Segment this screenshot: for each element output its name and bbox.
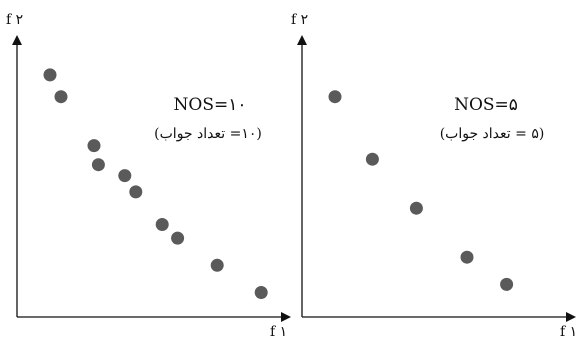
- point-left-7: [155, 218, 169, 231]
- point-left-2: [54, 90, 68, 104]
- x-axis-label-left: f ١: [270, 324, 287, 340]
- y-axis-label-right: f ٢: [291, 12, 308, 28]
- point-left-6: [129, 185, 143, 199]
- point-left-5: [118, 169, 132, 183]
- point-left-1: [43, 68, 57, 82]
- point-right-3: [409, 201, 423, 215]
- solution-count-label-left: (١٠= تعداد جواب): [154, 126, 262, 142]
- points-left: [43, 68, 268, 299]
- chart-left: f ٢ f ١ NOS=١٠ (١٠= تعداد جواب): [6, 12, 291, 340]
- point-left-8: [171, 231, 185, 245]
- point-left-10: [254, 286, 268, 299]
- nos-label-right: NOS=۵: [454, 95, 518, 115]
- solution-count-label-right: (۵ = تعداد جواب): [440, 126, 545, 142]
- point-right-2: [365, 152, 379, 166]
- point-right-4: [460, 250, 474, 264]
- x-axis-label-right: f ١: [560, 324, 577, 340]
- points-right: [328, 90, 514, 291]
- chart-right: f ٢ f ١ NOS=۵ (۵ = تعداد جواب): [291, 12, 577, 340]
- point-right-1: [328, 90, 342, 104]
- nos-label-left: NOS=١٠: [174, 95, 247, 115]
- point-right-5: [500, 277, 514, 291]
- point-left-9: [210, 258, 224, 272]
- point-left-4: [91, 158, 105, 172]
- point-left-3: [87, 139, 101, 153]
- y-axis-label-left: f ٢: [6, 12, 23, 28]
